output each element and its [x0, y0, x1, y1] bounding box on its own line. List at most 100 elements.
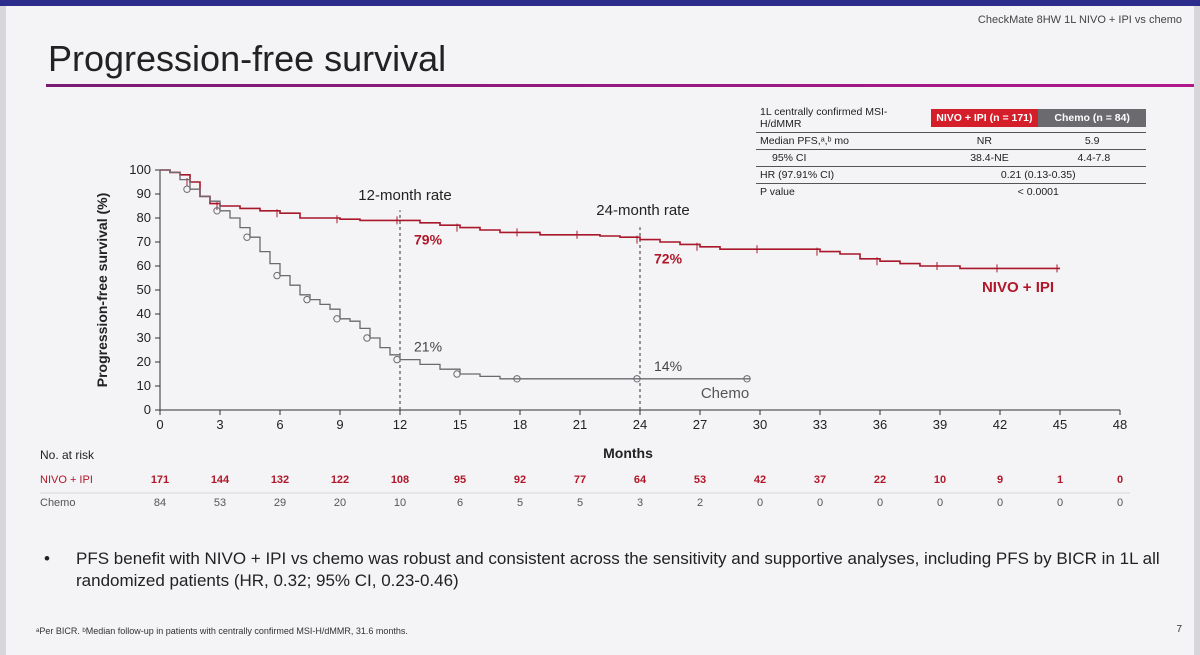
at-risk-value: 0	[997, 497, 1003, 509]
y-axis-label: Progression-free survival (%)	[94, 193, 110, 388]
x-tick-label: 30	[753, 417, 767, 432]
at-risk-value: 92	[514, 474, 526, 486]
censor-mark	[363, 334, 371, 342]
x-tick-label: 6	[276, 417, 283, 432]
table-cell-p: < 0.0001	[1017, 186, 1059, 198]
x-tick-label: 3	[216, 417, 223, 432]
annotation-12-month: 12-month rate	[358, 187, 451, 204]
at-risk-value: 0	[937, 497, 943, 509]
at-risk-value: 0	[817, 497, 823, 509]
at-risk-value: 1	[1057, 474, 1063, 486]
at-risk-value: 42	[754, 474, 766, 486]
censor-mark	[333, 315, 341, 323]
at-risk-row-label: NIVO + IPI	[40, 474, 93, 486]
x-tick-label: 9	[336, 417, 343, 432]
at-risk-value: 84	[154, 497, 166, 509]
series-line-chemo	[160, 169, 750, 380]
at-risk-value: 95	[454, 474, 466, 486]
at-risk-value: 0	[757, 497, 763, 509]
rate-label: 79%	[414, 231, 443, 247]
x-tick-label: 39	[933, 417, 947, 432]
x-tick-label: 0	[156, 417, 163, 432]
x-tick-label: 27	[693, 417, 707, 432]
y-tick-label: 40	[137, 306, 151, 321]
at-risk-value: 9	[997, 474, 1003, 486]
table-cell-nivo: 38.4-NE	[970, 152, 1009, 164]
x-tick-label: 15	[453, 417, 467, 432]
y-tick-label: 70	[137, 234, 151, 249]
at-risk-value: 0	[1117, 474, 1123, 486]
bullet-dot: •	[44, 549, 50, 568]
series-line-nivo-ipi	[160, 169, 1060, 270]
annotation-24-month: 24-month rate	[596, 202, 689, 219]
table-row-ci: 95% CI 38.4-NE 4.4-7.8	[756, 150, 1146, 167]
at-risk-row-label: Chemo	[40, 497, 75, 509]
y-tick-label: 60	[137, 258, 151, 273]
censor-mark	[743, 375, 751, 383]
at-risk-value: 0	[1117, 497, 1123, 509]
at-risk-value: 64	[634, 474, 647, 486]
x-tick-label: 12	[393, 417, 407, 432]
censor-mark	[633, 375, 641, 383]
y-tick-label: 80	[137, 210, 151, 225]
at-risk-value: 0	[1057, 497, 1063, 509]
table-cell-chemo: 5.9	[1084, 135, 1100, 147]
at-risk-value: 77	[574, 474, 586, 486]
page-title: Progression-free survival	[48, 38, 447, 79]
at-risk-value: 3	[637, 497, 643, 509]
at-risk-value: 37	[814, 474, 826, 486]
x-tick-label: 24	[633, 417, 647, 432]
y-tick-label: 30	[137, 330, 151, 345]
x-tick-label: 45	[1053, 417, 1067, 432]
at-risk-value: 171	[151, 474, 169, 486]
at-risk-value: 29	[274, 497, 286, 509]
y-tick-label: 0	[144, 402, 151, 417]
table-cell-label: HR (97.91% CI)	[760, 169, 835, 181]
at-risk-value: 10	[934, 474, 946, 486]
table-row-hr: HR (97.91% CI) 0.21 (0.13-0.35)	[756, 167, 1146, 184]
at-risk-value: 0	[877, 497, 883, 509]
table-header-nivo: NIVO + IPI (n = 171)	[930, 109, 1039, 127]
censor-mark	[453, 370, 461, 378]
bullet-text: PFS benefit with NIVO + IPI vs chemo was…	[76, 549, 1160, 590]
at-risk-value: 2	[697, 497, 703, 509]
y-tick-label: 50	[137, 282, 151, 297]
series-label-nivo-ipi: NIVO + IPI	[982, 279, 1054, 296]
x-tick-label: 42	[993, 417, 1007, 432]
at-risk-title: No. at risk	[40, 448, 95, 462]
top-accent-bar	[0, 0, 1200, 6]
censor-mark	[183, 185, 191, 193]
summary-table: 1L centrally confirmed MSI-H/dMMR NIVO +…	[756, 104, 1147, 200]
at-risk-value: 122	[331, 474, 349, 486]
at-risk-value: 53	[214, 497, 226, 509]
at-risk-value: 10	[394, 497, 406, 509]
table-cell-hr: 0.21 (0.13-0.35)	[1000, 169, 1076, 181]
at-risk-value: 22	[874, 474, 886, 486]
censor-mark	[393, 355, 401, 364]
bullet-point: • PFS benefit with NIVO + IPI vs chemo w…	[44, 548, 1168, 592]
x-tick-label: 18	[513, 417, 527, 432]
at-risk-value: 108	[391, 474, 409, 486]
table-cell-label: Median PFS,ᵃ,ᵇ mo	[760, 135, 849, 147]
table-cell-label: P value	[760, 186, 795, 198]
censor-mark	[513, 375, 521, 383]
table-cell-chemo: 4.4-7.8	[1077, 152, 1111, 164]
table-header-population: 1L centrally confirmed MSI-H/dMMR	[760, 106, 888, 130]
rate-label: 72%	[654, 251, 683, 267]
x-axis-label: Months	[603, 445, 653, 461]
censor-mark	[273, 271, 281, 280]
at-risk-value: 132	[271, 474, 289, 486]
at-risk-value: 53	[694, 474, 706, 486]
y-tick-label: 100	[129, 162, 151, 177]
title-divider	[46, 84, 1194, 87]
at-risk-value: 20	[334, 497, 346, 509]
rate-label: 21%	[414, 339, 442, 355]
series-label-chemo: Chemo	[701, 385, 749, 402]
table-row-median-pfs: Median PFS,ᵃ,ᵇ mo NR 5.9	[756, 133, 1146, 150]
x-tick-label: 36	[873, 417, 887, 432]
x-tick-label: 48	[1113, 417, 1127, 432]
censor-mark	[303, 295, 311, 304]
table-cell-nivo: NR	[976, 135, 992, 147]
footnote: ᵃPer BICR. ᵇMedian follow-up in patients…	[36, 626, 408, 636]
